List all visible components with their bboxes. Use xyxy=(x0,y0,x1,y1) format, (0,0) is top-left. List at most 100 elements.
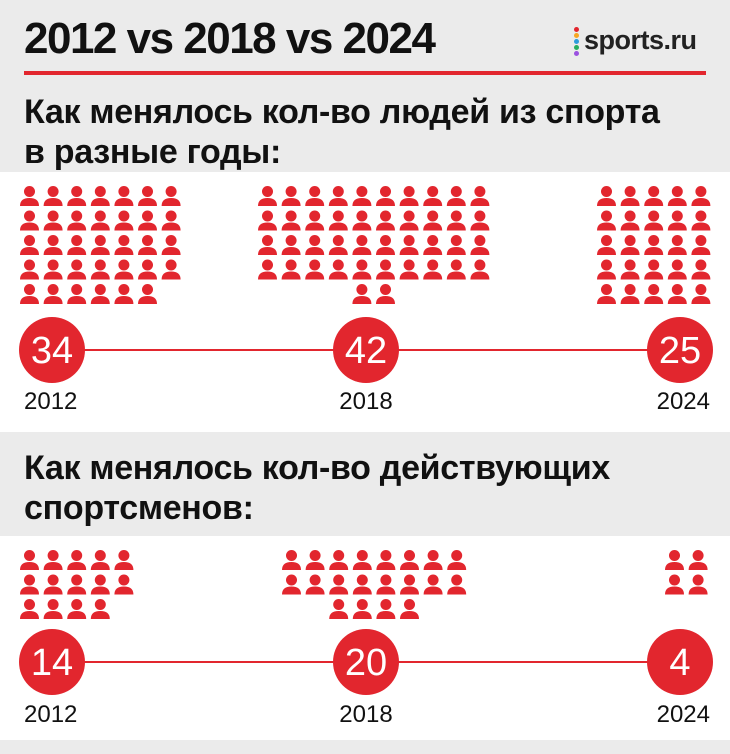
person-icon xyxy=(352,186,372,206)
bottom-strip xyxy=(0,740,730,754)
person-icon xyxy=(620,186,640,206)
section-2-title: Как менялось кол-во действующих спортсме… xyxy=(24,448,610,528)
person-icon xyxy=(20,574,39,595)
person-icon xyxy=(282,550,301,570)
person-icon xyxy=(20,235,39,255)
person-icon xyxy=(114,284,134,304)
person-icon xyxy=(644,284,664,304)
person-icon xyxy=(423,550,443,570)
person-icon xyxy=(446,186,466,206)
person-icon xyxy=(447,550,467,570)
person-icon xyxy=(43,235,63,255)
person-icon xyxy=(644,186,664,206)
person-icon xyxy=(667,284,687,304)
person-icon xyxy=(161,210,181,231)
person-icon xyxy=(691,186,711,206)
person-icon xyxy=(43,210,63,231)
section-1-title-line-2: в разные годы: xyxy=(24,133,282,171)
person-icon xyxy=(328,210,348,231)
section-2-heading: Как менялось кол-во действующих спортсме… xyxy=(0,432,730,536)
person-icon xyxy=(281,210,301,231)
sports-ru-logo[interactable]: sports.ru xyxy=(572,22,697,58)
person-icon xyxy=(667,210,687,231)
person-icon xyxy=(90,259,110,280)
person-icon xyxy=(644,259,664,280)
person-icon xyxy=(305,235,325,255)
person-icon xyxy=(446,210,466,231)
person-icon xyxy=(305,186,325,206)
person-icon xyxy=(305,574,325,595)
person-icon xyxy=(597,284,616,304)
person-icon xyxy=(138,284,157,304)
person-icon xyxy=(691,259,711,280)
person-icon xyxy=(20,550,39,570)
person-icon xyxy=(114,574,134,595)
pictogram-2012 xyxy=(20,550,134,619)
person-icon xyxy=(20,186,39,206)
person-icon xyxy=(423,574,443,595)
person-icon xyxy=(447,574,467,595)
person-icon xyxy=(43,574,63,595)
person-icon xyxy=(90,284,110,304)
person-icon xyxy=(161,259,181,280)
person-icon xyxy=(667,186,687,206)
value-label: 34 xyxy=(31,330,73,372)
logo-dot xyxy=(574,33,579,38)
person-icon xyxy=(446,259,466,280)
person-icon xyxy=(43,186,63,206)
section-1-heading: Как менялось кол-во людей из спорта в ра… xyxy=(0,86,730,172)
person-icon xyxy=(43,550,63,570)
logo-dot xyxy=(574,27,579,32)
person-icon xyxy=(43,259,63,280)
person-icon xyxy=(376,235,395,255)
person-icon xyxy=(352,599,372,619)
person-icon xyxy=(305,210,325,231)
person-icon xyxy=(665,550,684,570)
person-icon xyxy=(620,235,640,255)
pictogram-2024 xyxy=(597,186,711,304)
person-icon xyxy=(470,210,490,231)
person-icon xyxy=(644,235,664,255)
year-label: 2012 xyxy=(24,701,77,728)
person-icon xyxy=(305,259,325,280)
person-icon xyxy=(138,186,157,206)
pictogram-chart-2: 14 2012 20 2018 4 2024 xyxy=(19,550,713,728)
person-icon xyxy=(161,186,181,206)
value-circle xyxy=(19,629,85,695)
person-icon xyxy=(67,599,87,619)
person-icon xyxy=(597,186,616,206)
person-icon xyxy=(138,210,157,231)
person-icon xyxy=(376,186,395,206)
person-icon xyxy=(644,210,664,231)
person-icon xyxy=(376,599,396,619)
person-icon xyxy=(258,186,277,206)
person-icon xyxy=(138,235,157,255)
person-icon xyxy=(114,235,134,255)
person-icon xyxy=(67,574,87,595)
person-icon xyxy=(691,235,711,255)
person-icon xyxy=(161,235,181,255)
value-circle xyxy=(19,317,85,383)
person-icon xyxy=(90,574,110,595)
pictogram-2018 xyxy=(258,186,490,304)
person-icon xyxy=(43,599,63,619)
person-icon xyxy=(376,259,395,280)
section-2-title-line-2: спортсменов: xyxy=(24,489,254,527)
year-label: 2012 xyxy=(24,388,77,415)
person-icon xyxy=(620,284,640,304)
value-circle xyxy=(333,317,399,383)
logo-dot xyxy=(574,39,579,44)
person-icon xyxy=(281,259,301,280)
title-underline xyxy=(24,71,706,75)
person-icon xyxy=(667,259,687,280)
person-icon xyxy=(67,550,87,570)
value-label: 14 xyxy=(31,642,73,684)
person-icon xyxy=(688,550,708,570)
person-icon xyxy=(597,259,616,280)
logo-text: sports.ru xyxy=(584,24,697,55)
person-icon xyxy=(329,599,349,619)
person-icon xyxy=(399,235,419,255)
person-icon xyxy=(376,550,396,570)
person-icon xyxy=(114,210,134,231)
person-icon xyxy=(90,599,110,619)
